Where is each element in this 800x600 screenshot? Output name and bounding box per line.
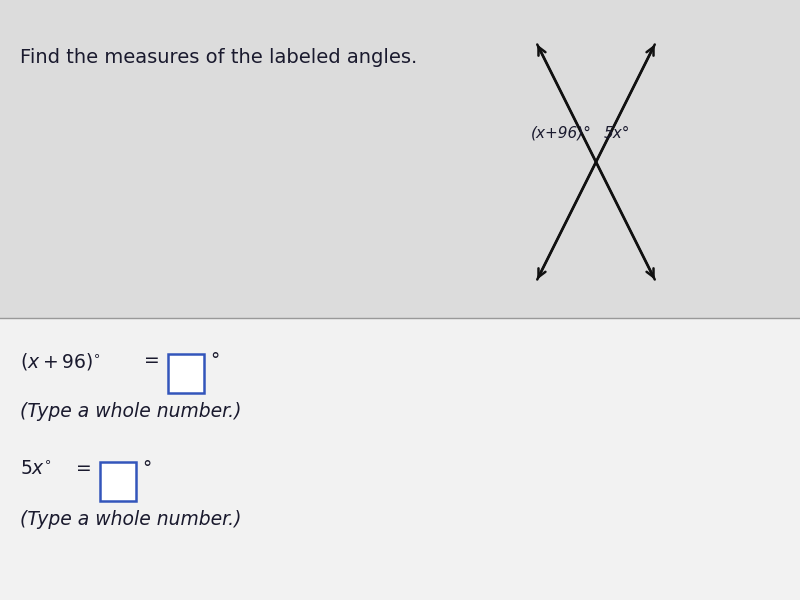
- Text: $(x + 96)^{\circ}$: $(x + 96)^{\circ}$: [20, 351, 101, 372]
- Bar: [100, 462, 136, 501]
- Text: (x+96)°: (x+96)°: [531, 126, 592, 141]
- Text: (Type a whole number.): (Type a whole number.): [20, 510, 242, 529]
- Text: °: °: [210, 351, 220, 370]
- Text: =: =: [144, 351, 160, 370]
- Text: °: °: [142, 459, 152, 478]
- Bar: [0, 0, 800, 318]
- Text: Find the measures of the labeled angles.: Find the measures of the labeled angles.: [20, 48, 418, 67]
- Text: (Type a whole number.): (Type a whole number.): [20, 402, 242, 421]
- Bar: [168, 354, 204, 393]
- Bar: [0, 318, 800, 600]
- Text: =: =: [76, 459, 92, 478]
- Text: $5x^{\circ}$: $5x^{\circ}$: [20, 459, 52, 478]
- Text: 5x°: 5x°: [604, 126, 630, 141]
